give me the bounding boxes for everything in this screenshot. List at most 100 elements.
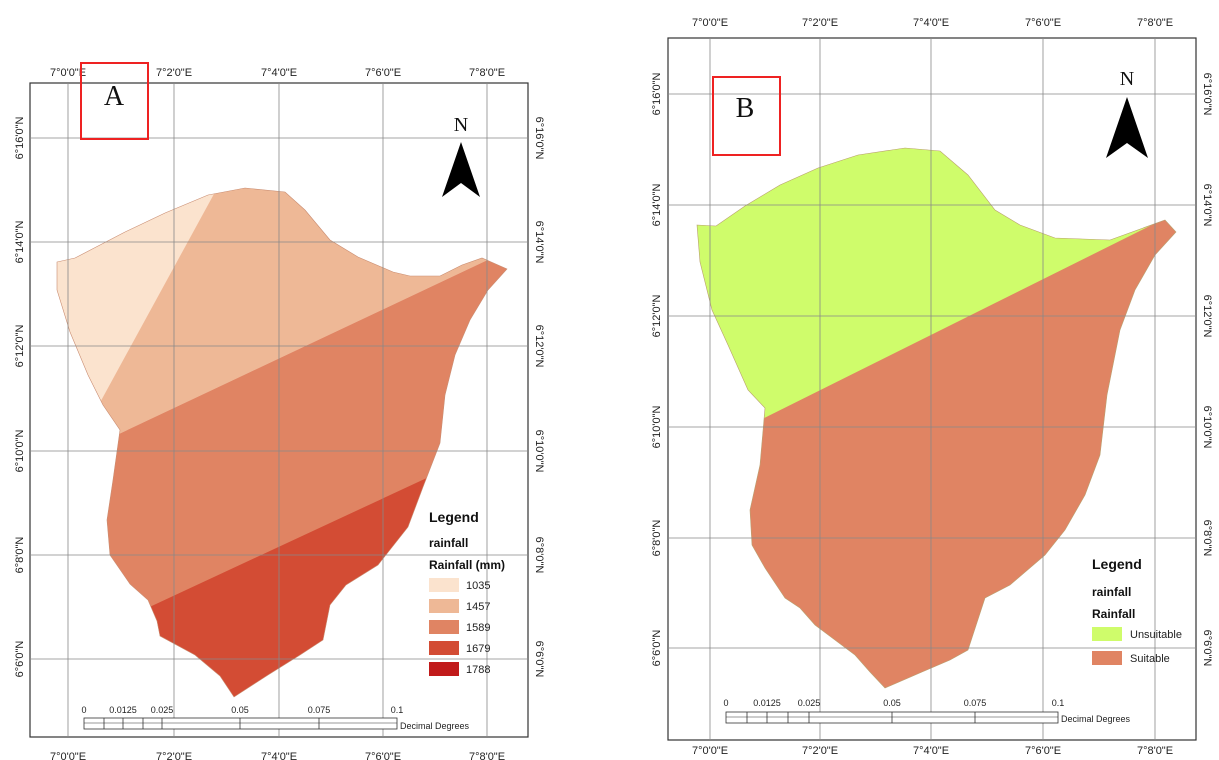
legend-title: Legend: [429, 509, 479, 525]
legend-item-label: 1589: [466, 622, 490, 634]
legend-swatch: [1092, 651, 1122, 665]
lat-label: 6°12'0"N: [14, 325, 26, 368]
scale-tick-label: 0.075: [308, 705, 331, 715]
lat-label: 6°6'0"N: [14, 641, 26, 678]
panel-label-box-a: [80, 62, 149, 140]
north-label: N: [454, 114, 468, 136]
scale-tick-label: 0: [723, 698, 728, 708]
legend-swatch: [429, 578, 459, 592]
lat-label: 6°16'0"N: [651, 73, 663, 116]
lat-label: 6°10'0"N: [1201, 406, 1213, 449]
legend-item-label: 1035: [466, 580, 490, 592]
panel-label-a: A: [104, 81, 125, 112]
lon-label: 7°6'0"E: [1025, 17, 1061, 29]
scale-tick-label: 0.025: [151, 705, 174, 715]
lon-label: 7°8'0"E: [469, 67, 505, 79]
legend-swatch: [429, 599, 459, 613]
lat-label: 6°14'0"N: [14, 221, 26, 264]
lat-label: 6°12'0"N: [533, 325, 545, 368]
boundary-outline-b: [696, 147, 1177, 689]
legend-title: Legend: [1092, 556, 1142, 572]
lat-label: 6°6'0"N: [651, 630, 663, 667]
legend-field: Rainfall: [1092, 607, 1135, 621]
lat-label: 6°12'0"N: [651, 295, 663, 338]
lon-label: 7°8'0"E: [1137, 17, 1173, 29]
north-arrow-icon: N: [1106, 68, 1148, 158]
scale-tick-label: 0: [81, 705, 86, 715]
lat-label: 6°10'0"N: [533, 430, 545, 473]
lat-label: 6°16'0"N: [533, 117, 545, 160]
scale-unit: Decimal Degrees: [1061, 714, 1131, 724]
legend-swatch: [1092, 627, 1122, 641]
legend-b: Legend rainfall Rainfall Unsuitable Suit…: [1092, 556, 1182, 665]
legend-item-label: 1788: [466, 664, 490, 676]
legend-a: Legend rainfall Rainfall (mm) 1035 1457 …: [429, 509, 505, 676]
legend-item-label: Suitable: [1130, 653, 1170, 665]
lat-label: 6°10'0"N: [651, 406, 663, 449]
lon-label: 7°4'0"E: [913, 745, 949, 757]
legend-item-label: Unsuitable: [1130, 629, 1182, 641]
scale-bar-b: 0 0.0125 0.025 0.05 0.075 0.1 Decimal De…: [723, 698, 1130, 724]
legend-swatch: [429, 641, 459, 655]
lon-label: 7°4'0"E: [261, 67, 297, 79]
scale-bar-a: 0 0.0125 0.025 0.05 0.075 0.1 Decimal De…: [81, 705, 469, 731]
legend-item-label: 1457: [466, 601, 490, 613]
boundary-outline-a: [56, 187, 508, 698]
panel-b: 7°0'0"E 7°2'0"E 7°4'0"E 7°6'0"E 7°8'0"E …: [651, 17, 1213, 757]
lon-labels-bottom-b: 7°0'0"E 7°2'0"E 7°4'0"E 7°6'0"E 7°8'0"E: [692, 745, 1173, 757]
scale-tick-label: 0.05: [883, 698, 901, 708]
lat-label: 6°10'0"N: [14, 430, 26, 473]
graticule-b: [668, 38, 1196, 740]
scale-tick-label: 0.1: [1052, 698, 1065, 708]
lat-label: 6°14'0"N: [651, 184, 663, 227]
panel-a: 7°0'0"E 7°2'0"E 7°4'0"E 7°6'0"E 7°8'0"E …: [14, 62, 545, 760]
lat-label: 6°16'0"N: [14, 117, 26, 160]
scale-tick-label: 0.0125: [753, 698, 781, 708]
legend-layer: rainfall: [429, 536, 468, 550]
north-label: N: [1120, 68, 1134, 90]
lon-label: 7°8'0"E: [469, 751, 505, 760]
lat-label: 6°8'0"N: [1201, 520, 1213, 557]
scale-tick-label: 0.05: [231, 705, 249, 715]
lon-label: 7°2'0"E: [156, 751, 192, 760]
lon-labels-top-b: 7°0'0"E 7°2'0"E 7°4'0"E 7°6'0"E 7°8'0"E: [692, 17, 1173, 29]
legend-item-label: 1679: [466, 643, 490, 655]
lon-label: 7°0'0"E: [50, 751, 86, 760]
lon-label: 7°2'0"E: [156, 67, 192, 79]
lat-label: 6°14'0"N: [1201, 184, 1213, 227]
legend-swatch: [429, 662, 459, 676]
lon-label: 7°4'0"E: [261, 751, 297, 760]
panel-label-box-b: [712, 76, 781, 156]
lon-label: 7°4'0"E: [913, 17, 949, 29]
legend-field: Rainfall (mm): [429, 558, 505, 572]
lon-label: 7°8'0"E: [1137, 745, 1173, 757]
scale-unit: Decimal Degrees: [400, 721, 470, 731]
panel-label-b: B: [736, 93, 755, 124]
lon-label: 7°6'0"E: [365, 751, 401, 760]
lat-labels-left-a: 6°16'0"N 6°14'0"N 6°12'0"N 6°10'0"N 6°8'…: [14, 117, 26, 678]
lat-label: 6°14'0"N: [533, 221, 545, 264]
lon-labels-bottom-a: 7°0'0"E 7°2'0"E 7°4'0"E 7°6'0"E 7°8'0"E: [50, 751, 505, 760]
lon-label: 7°0'0"E: [692, 745, 728, 757]
scale-tick-label: 0.0125: [109, 705, 137, 715]
lon-label: 7°2'0"E: [802, 745, 838, 757]
lat-labels-left-b: 6°16'0"N 6°14'0"N 6°12'0"N 6°10'0"N 6°8'…: [651, 73, 663, 667]
lon-label: 7°0'0"E: [50, 67, 86, 79]
lat-label: 6°6'0"N: [533, 641, 545, 678]
lat-label: 6°6'0"N: [1201, 630, 1213, 667]
panel-b-frame: [667, 37, 1197, 741]
zone-1589: [85, 240, 507, 697]
lon-labels-top-a: 7°0'0"E 7°2'0"E 7°4'0"E 7°6'0"E 7°8'0"E: [50, 67, 505, 79]
lon-label: 7°6'0"E: [365, 67, 401, 79]
scale-tick-label: 0.025: [798, 698, 821, 708]
scale-tick-label: 0.1: [391, 705, 404, 715]
lon-label: 7°2'0"E: [802, 17, 838, 29]
lat-labels-right-a: 6°16'0"N 6°14'0"N 6°12'0"N 6°10'0"N 6°8'…: [533, 117, 545, 678]
lon-label: 7°0'0"E: [692, 17, 728, 29]
lat-label: 6°16'0"N: [1201, 73, 1213, 116]
lat-label: 6°8'0"N: [533, 537, 545, 574]
legend-layer: rainfall: [1092, 585, 1131, 599]
lat-label: 6°8'0"N: [14, 537, 26, 574]
lon-label: 7°6'0"E: [1025, 745, 1061, 757]
